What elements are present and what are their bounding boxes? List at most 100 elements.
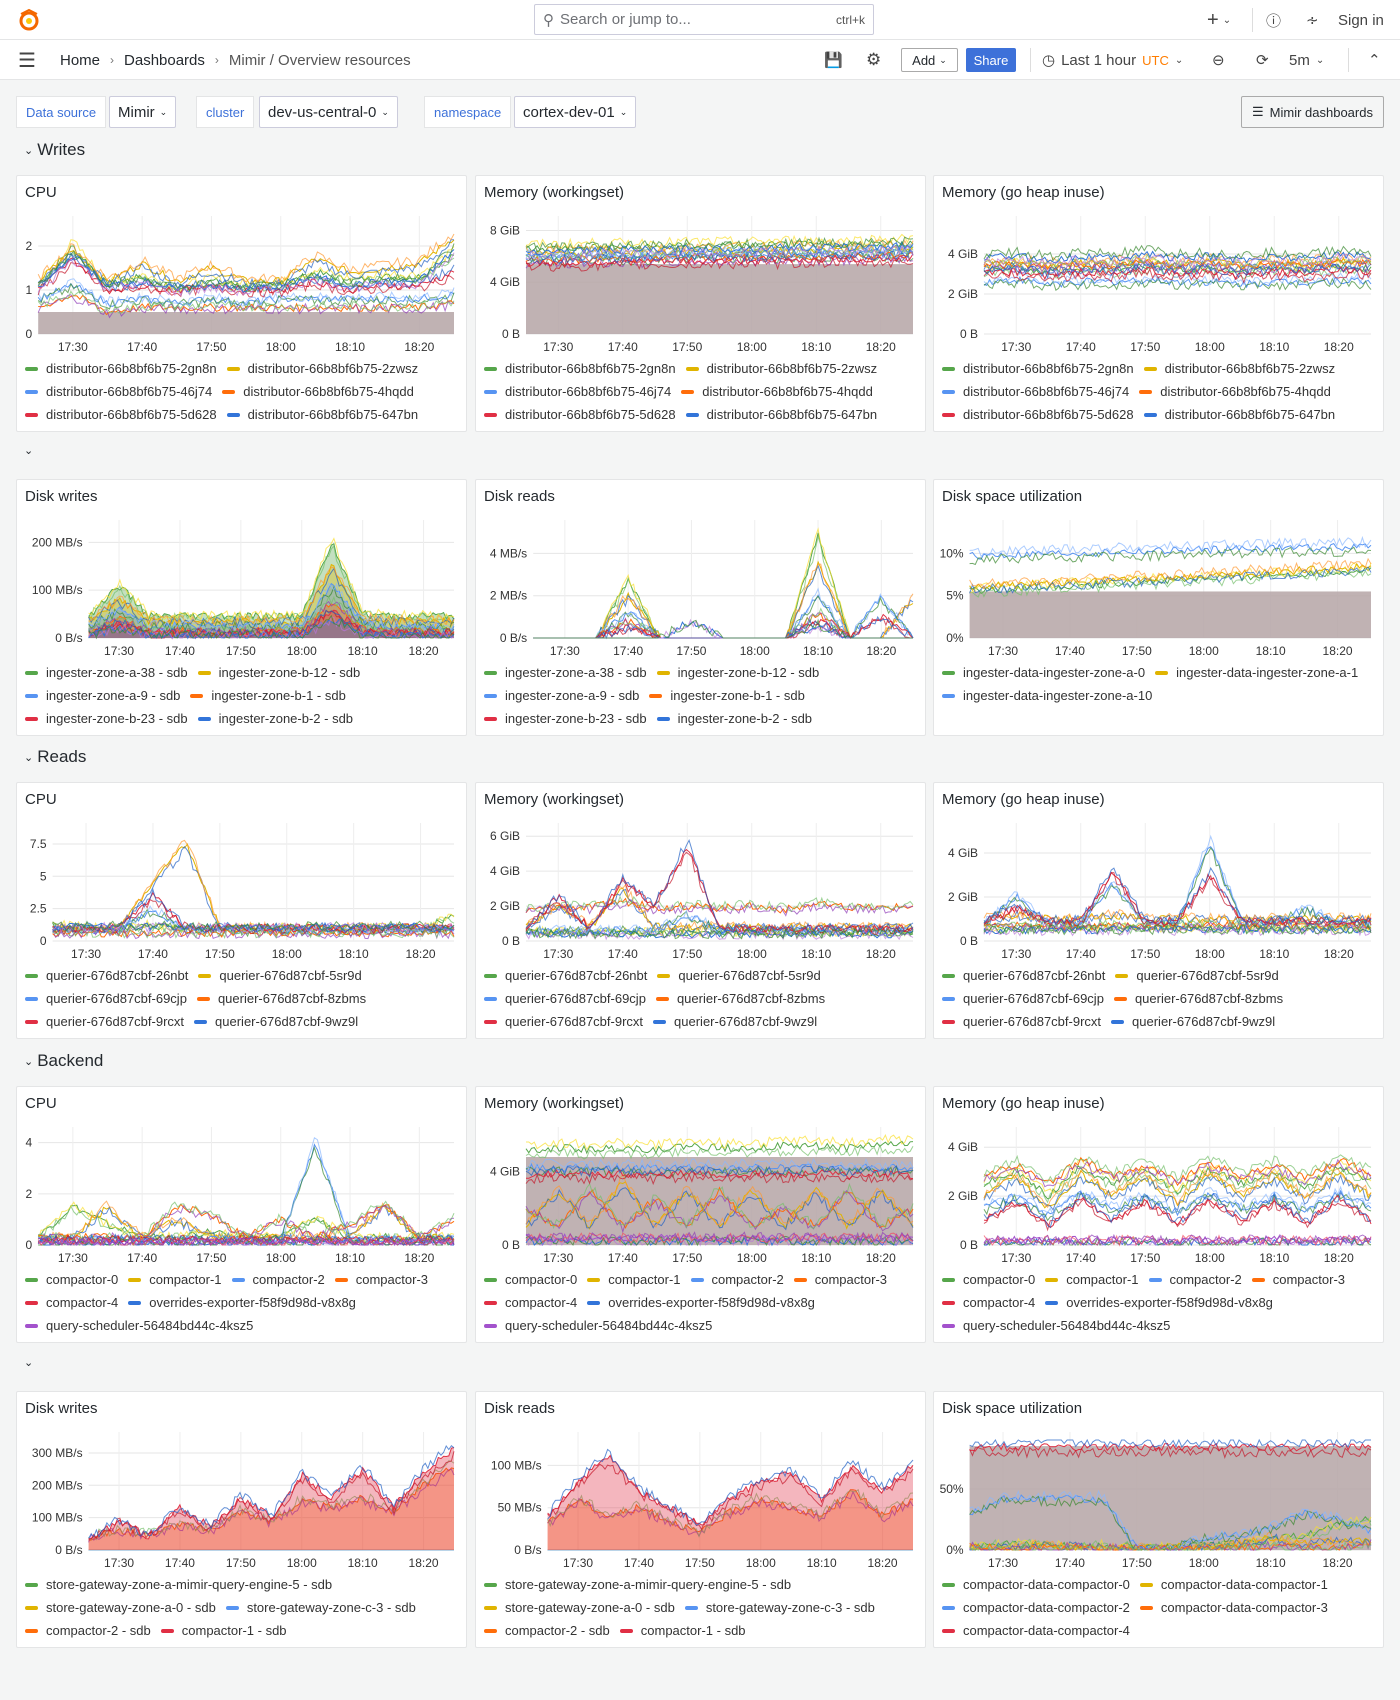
legend-item[interactable]: distributor-66b8bf6b75-2gn8n: [942, 357, 1134, 380]
legend-item[interactable]: compactor-4: [25, 1291, 118, 1314]
legend-item[interactable]: querier-676d87cbf-9rcxt: [484, 1010, 643, 1033]
panel-disk-reads[interactable]: Disk reads 0 B/s 50 MB/s 100 MB/s 17:30 17:40…: [475, 1391, 926, 1648]
chart[interactable]: 0 B/s 2 MB/s 4 MB/s 17:30 17:40 17:50 18:00 18:…: [476, 510, 927, 660]
legend-item[interactable]: compactor-data-compactor-2: [942, 1596, 1130, 1619]
chart[interactable]: 0 B 2 GiB 4 GiB 17:30 17:40 17:50 18:00 18:10 18…: [934, 206, 1385, 356]
legend-item[interactable]: querier-676d87cbf-26nbt: [25, 964, 188, 987]
legend-item[interactable]: compactor-0: [942, 1268, 1035, 1291]
legend-item[interactable]: compactor-4: [484, 1291, 577, 1314]
legend-item[interactable]: compactor-data-compactor-0: [942, 1573, 1130, 1596]
legend-item[interactable]: store-gateway-zone-a-0 - sdb: [484, 1596, 675, 1619]
legend-item[interactable]: querier-676d87cbf-8zbms: [196, 987, 366, 1010]
legend-item[interactable]: ingester-zone-b-1 - sdb: [190, 684, 346, 707]
panel-disk-writes[interactable]: Disk writes 0 B/s 100 MB/s 200 MB/s 300 MB/s…: [16, 1391, 467, 1648]
legend-item[interactable]: compactor-1 - sdb: [160, 1619, 287, 1642]
refresh-icon[interactable]: ⟳: [1256, 52, 1269, 69]
legend-item[interactable]: store-gateway-zone-a-mimir-query-engine-…: [484, 1573, 791, 1596]
legend-item[interactable]: distributor-66b8bf6b75-46j74: [942, 380, 1129, 403]
panel-disk-writes[interactable]: Disk writes 0 B/s 100 MB/s 200 MB/s 17:30 17:…: [16, 479, 467, 736]
namespace-select[interactable]: cortex-dev-01 ⌄: [514, 96, 637, 128]
legend-item[interactable]: compactor-2: [690, 1268, 784, 1291]
cluster-select[interactable]: dev-us-central-0 ⌄: [259, 96, 398, 128]
legend-item[interactable]: overrides-exporter-f58f9d98d-v8x8g: [128, 1291, 356, 1314]
legend-item[interactable]: distributor-66b8bf6b75-46j74: [484, 380, 671, 403]
legend-item[interactable]: query-scheduler-56484bd44c-4ksz5: [25, 1314, 253, 1337]
grafana-logo-icon[interactable]: [17, 8, 41, 32]
panel-cpu[interactable]: CPU 0 2 4 17:30 17:40 17:50 18:00 18:10 18:20 comp…: [16, 1086, 467, 1343]
legend-item[interactable]: distributor-66b8bf6b75-5d628: [484, 403, 676, 426]
legend-item[interactable]: compactor-1 - sdb: [619, 1619, 746, 1642]
collapse-chevron-up-icon[interactable]: ⌃: [1368, 52, 1381, 69]
breadcrumb-home[interactable]: Home: [60, 51, 101, 69]
chart[interactable]: 0 1 2 17:30 17:40 17:50 18:00 18:10 18:20: [17, 206, 468, 356]
help-icon[interactable]: ⓘ: [1266, 12, 1282, 30]
legend-item[interactable]: querier-676d87cbf-5sr9d: [198, 964, 362, 987]
mimir-dashboards-button[interactable]: ☰ Mimir dashboards: [1241, 96, 1384, 128]
panel-disk-space-utilization[interactable]: Disk space utilization 0% 5% 10% 17:30 17:40 1…: [933, 479, 1384, 736]
legend-item[interactable]: distributor-66b8bf6b75-2zwsz: [1143, 357, 1335, 380]
legend-item[interactable]: distributor-66b8bf6b75-4hqdd: [1139, 380, 1331, 403]
legend-item[interactable]: compactor-2: [1148, 1268, 1242, 1291]
breadcrumb-dashboards[interactable]: Dashboards: [124, 51, 205, 69]
menu-icon[interactable]: ☰: [18, 49, 36, 72]
panel-memory-workingset[interactable]: Memory (workingset) 0 B 4 GiB 8 GiB 17:30 17:…: [475, 175, 926, 432]
chart[interactable]: 0 2 4 17:30 17:40 17:50 18:00 18:10 18:20: [17, 1117, 468, 1267]
panel-memory-go-heap-inuse[interactable]: Memory (go heap inuse) 0 B 2 GiB 4 GiB 17:30…: [933, 175, 1384, 432]
legend-item[interactable]: querier-676d87cbf-9wz9l: [1111, 1010, 1275, 1033]
legend-item[interactable]: distributor-66b8bf6b75-647bn: [226, 403, 418, 426]
legend-item[interactable]: query-scheduler-56484bd44c-4ksz5: [942, 1314, 1170, 1337]
settings-gear-icon[interactable]: ⚙: [866, 50, 882, 69]
save-icon[interactable]: 💾: [824, 52, 843, 69]
legend-item[interactable]: compactor-data-compactor-1: [1139, 1573, 1328, 1596]
row-unnamed-1[interactable]: ⌄: [24, 444, 33, 457]
legend-item[interactable]: ingester-zone-a-38 - sdb: [25, 661, 188, 684]
legend-item[interactable]: overrides-exporter-f58f9d98d-v8x8g: [1045, 1291, 1273, 1314]
legend-item[interactable]: ingester-zone-b-12 - sdb: [656, 661, 819, 684]
legend-item[interactable]: compactor-0: [25, 1268, 118, 1291]
row-backend[interactable]: ⌄ Backend: [24, 1051, 104, 1070]
legend-item[interactable]: store-gateway-zone-c-3 - sdb: [684, 1596, 875, 1619]
new-menu-button[interactable]: + ⌄: [1207, 8, 1232, 31]
legend-item[interactable]: distributor-66b8bf6b75-2zwsz: [226, 357, 418, 380]
chart[interactable]: 0 B 4 GiB 17:30 17:40 17:50 18:00 18:10 18:20: [476, 1117, 927, 1267]
legend-item[interactable]: store-gateway-zone-a-mimir-query-engine-…: [25, 1573, 332, 1596]
panel-memory-workingset[interactable]: Memory (workingset) 0 B 4 GiB 17:30 17:40 17:…: [475, 1086, 926, 1343]
legend-item[interactable]: distributor-66b8bf6b75-46j74: [25, 380, 212, 403]
legend-item[interactable]: compactor-4: [942, 1291, 1035, 1314]
panel-cpu[interactable]: CPU 0 1 2 17:30 17:40 17:50 18:00 18:10 18:20 dist…: [16, 175, 467, 432]
chart[interactable]: 0 B/s 100 MB/s 200 MB/s 17:30 17:40 17:50 18:0…: [17, 510, 468, 660]
legend-item[interactable]: ingester-zone-b-23 - sdb: [484, 707, 647, 730]
legend-item[interactable]: querier-676d87cbf-69cjp: [484, 987, 646, 1010]
datasource-select[interactable]: Mimir ⌄: [109, 96, 177, 128]
chart[interactable]: 0 B 4 GiB 8 GiB 17:30 17:40 17:50 18:00 18:10 18…: [476, 206, 927, 356]
legend-item[interactable]: distributor-66b8bf6b75-2gn8n: [484, 357, 676, 380]
legend-item[interactable]: compactor-data-compactor-3: [1139, 1596, 1328, 1619]
legend-item[interactable]: distributor-66b8bf6b75-4hqdd: [681, 380, 873, 403]
legend-item[interactable]: querier-676d87cbf-26nbt: [484, 964, 647, 987]
legend-item[interactable]: compactor-2 - sdb: [25, 1619, 151, 1642]
legend-item[interactable]: distributor-66b8bf6b75-5d628: [25, 403, 217, 426]
row-unnamed-2[interactable]: ⌄: [24, 1356, 33, 1369]
panel-memory-go-heap-inuse[interactable]: Memory (go heap inuse) 0 B 2 GiB 4 GiB 17:30…: [933, 1086, 1384, 1343]
row-reads[interactable]: ⌄ Reads: [24, 747, 87, 766]
legend-item[interactable]: ingester-data-ingester-zone-a-0: [942, 661, 1145, 684]
chart[interactable]: 0 B 2 GiB 4 GiB 17:30 17:40 17:50 18:00 18:10 18…: [934, 1117, 1385, 1267]
chart[interactable]: 0% 50% 17:30 17:40 17:50 18:00 18:10 18:20: [934, 1422, 1385, 1572]
zoom-out-icon[interactable]: ⊖: [1212, 52, 1225, 69]
chart[interactable]: 0 B/s 100 MB/s 200 MB/s 300 MB/s 17:30 17:40 1…: [17, 1422, 468, 1572]
add-button[interactable]: Add ⌄: [901, 48, 958, 72]
chart[interactable]: 0 B 2 GiB 4 GiB 6 GiB 17:30 17:40 17:50 18:00 18…: [476, 813, 927, 963]
news-feed-icon[interactable]: ∻: [1306, 12, 1319, 29]
legend-item[interactable]: compactor-data-compactor-4: [942, 1619, 1130, 1642]
row-writes[interactable]: ⌄ Writes: [24, 140, 86, 159]
legend-item[interactable]: store-gateway-zone-a-0 - sdb: [25, 1596, 216, 1619]
legend-item[interactable]: querier-676d87cbf-9rcxt: [25, 1010, 184, 1033]
legend-item[interactable]: ingester-zone-b-2 - sdb: [656, 707, 812, 730]
legend-item[interactable]: ingester-data-ingester-zone-a-1: [1155, 661, 1358, 684]
legend-item[interactable]: querier-676d87cbf-8zbms: [1113, 987, 1283, 1010]
legend-item[interactable]: overrides-exporter-f58f9d98d-v8x8g: [587, 1291, 815, 1314]
legend-item[interactable]: distributor-66b8bf6b75-2gn8n: [25, 357, 217, 380]
legend-item[interactable]: distributor-66b8bf6b75-5d628: [942, 403, 1134, 426]
legend-item[interactable]: compactor-0: [484, 1268, 577, 1291]
legend-item[interactable]: querier-676d87cbf-69cjp: [25, 987, 187, 1010]
